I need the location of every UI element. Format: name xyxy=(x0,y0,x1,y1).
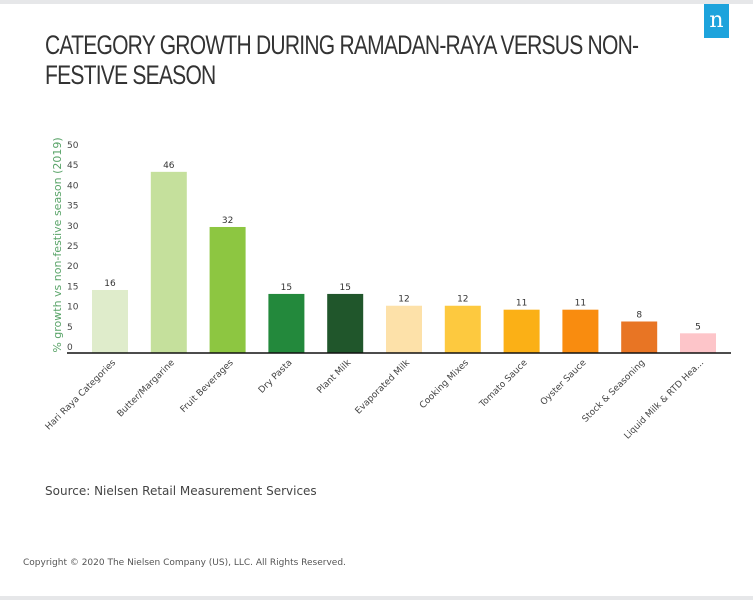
data-label: 11 xyxy=(516,299,527,309)
x-tick-label: Hari Raya Categories xyxy=(44,358,119,433)
bar xyxy=(268,293,305,353)
data-label: 8 xyxy=(636,310,642,320)
x-tick-label: Butter/Margarine xyxy=(116,358,178,420)
x-tick-label: Dry Pasta xyxy=(257,358,295,396)
bar xyxy=(562,309,599,353)
data-label: 11 xyxy=(575,299,586,309)
y-tick-label: 25 xyxy=(67,242,78,252)
data-label: 16 xyxy=(104,279,116,289)
bars xyxy=(92,171,716,353)
y-axis-ticks: 0 5 10 15 20 25 30 35 40 45 50 xyxy=(67,141,79,353)
copyright-note: Copyright © 2020 The Nielsen Company (US… xyxy=(23,558,346,568)
data-label: 15 xyxy=(339,283,350,293)
y-tick-label: 40 xyxy=(67,181,79,191)
source-note: Source: Nielsen Retail Measurement Servi… xyxy=(45,484,317,498)
x-tick-label: Evaporated Milk xyxy=(354,358,413,417)
data-label: 32 xyxy=(222,216,233,226)
data-label: 46 xyxy=(163,161,175,171)
x-tick-label: Cooking Mixes xyxy=(418,358,471,411)
bar-chart: 0 5 10 15 20 25 30 35 40 45 50 % growth vs non-fes… xyxy=(44,137,731,441)
bar xyxy=(444,305,481,353)
nielsen-logo-icon: n xyxy=(704,4,729,38)
x-tick-label: Oyster Sauce xyxy=(539,358,589,408)
chart-title: CATEGORY GROWTH DURING RAMADAN-RAYA VERS… xyxy=(45,30,639,90)
data-label: 5 xyxy=(695,322,701,332)
y-tick-label: 30 xyxy=(67,222,79,232)
data-label: 15 xyxy=(281,283,292,293)
bar xyxy=(209,226,246,353)
y-tick-label: 50 xyxy=(67,141,79,151)
y-tick-label: 35 xyxy=(67,202,78,212)
x-tick-label: Stock & Seasoning xyxy=(581,358,648,425)
data-label: 12 xyxy=(398,295,409,305)
bar xyxy=(503,309,540,353)
data-labels: 16 46 32 15 15 12 12 11 11 8 5 xyxy=(104,161,701,332)
x-tick-label: Plant Milk xyxy=(315,357,353,395)
y-tick-label: 20 xyxy=(67,262,79,272)
y-axis-label: % growth vs non-festive season (2019) xyxy=(51,137,64,352)
bar xyxy=(621,321,658,353)
bar xyxy=(150,171,187,353)
y-tick-label: 5 xyxy=(67,323,73,333)
bar xyxy=(92,289,128,353)
x-tick-label: Tomato Sauce xyxy=(477,358,530,411)
data-label: 12 xyxy=(457,295,468,305)
y-tick-label: 0 xyxy=(67,343,73,353)
bar xyxy=(680,333,716,353)
y-tick-label: 45 xyxy=(67,161,78,171)
y-tick-label: 10 xyxy=(67,303,79,313)
bar xyxy=(327,293,364,353)
x-tick-label: Fruit Beverages xyxy=(179,358,236,415)
top-border xyxy=(0,0,753,4)
bar xyxy=(386,305,422,353)
y-tick-label: 15 xyxy=(67,282,78,292)
bottom-border xyxy=(0,596,753,600)
